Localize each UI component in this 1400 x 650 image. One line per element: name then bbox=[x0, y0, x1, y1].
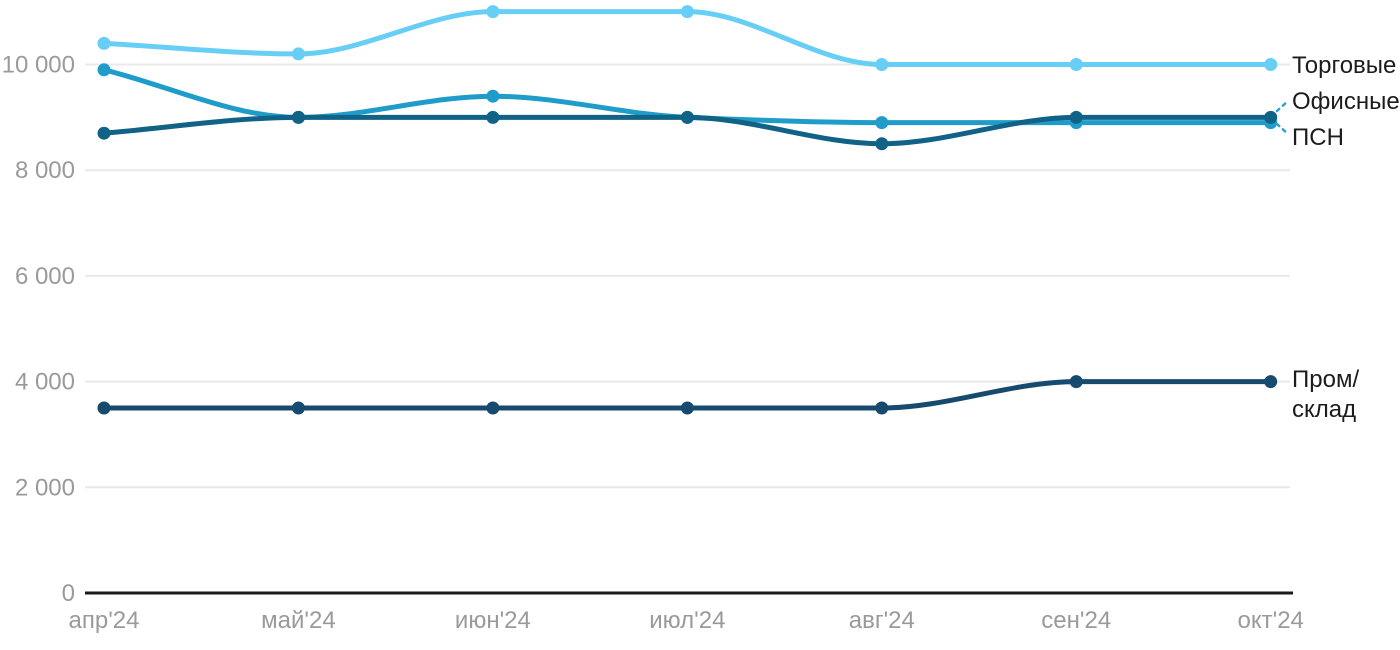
x-tick-label: июл'24 bbox=[649, 607, 725, 634]
y-tick-label: 10 000 bbox=[2, 52, 75, 79]
data-point-s3-4[interactable] bbox=[875, 401, 889, 415]
data-point-s3-0[interactable] bbox=[97, 401, 111, 415]
data-point-s0-6[interactable] bbox=[1264, 58, 1278, 71]
data-point-s2-5[interactable] bbox=[1069, 110, 1083, 124]
data-point-s1-2[interactable] bbox=[486, 89, 500, 103]
data-point-s3-3[interactable] bbox=[680, 401, 694, 415]
y-tick-label: 4 000 bbox=[15, 369, 75, 396]
data-point-s2-3[interactable] bbox=[680, 110, 694, 124]
data-point-s2-2[interactable] bbox=[486, 110, 500, 124]
data-point-s0-1[interactable] bbox=[291, 47, 305, 61]
data-point-s2-4[interactable] bbox=[875, 137, 889, 151]
y-tick-label: 0 bbox=[62, 580, 75, 607]
series-label-psn: ПСН bbox=[1292, 124, 1344, 151]
series-label-torgovye: Торговые bbox=[1292, 52, 1397, 79]
leader-ofisnye bbox=[1275, 99, 1290, 113]
x-tick-label: июн'24 bbox=[455, 607, 531, 634]
data-point-s3-5[interactable] bbox=[1069, 375, 1083, 389]
x-tick-label: окт'24 bbox=[1238, 607, 1304, 634]
data-point-s3-2[interactable] bbox=[486, 401, 500, 415]
data-point-s2-0[interactable] bbox=[97, 126, 111, 140]
data-point-s0-4[interactable] bbox=[875, 58, 889, 71]
x-tick-label: сен'24 bbox=[1041, 607, 1111, 634]
series-label-ofisnye: Офисные bbox=[1292, 88, 1400, 115]
data-point-s3-1[interactable] bbox=[291, 401, 305, 415]
data-point-s1-0[interactable] bbox=[97, 63, 111, 77]
leader-psn bbox=[1275, 122, 1290, 136]
data-point-s3-6[interactable] bbox=[1264, 375, 1278, 389]
x-tick-label: апр'24 bbox=[69, 607, 140, 634]
data-point-s1-4[interactable] bbox=[875, 116, 889, 130]
data-point-s0-5[interactable] bbox=[1069, 58, 1083, 71]
data-point-s2-1[interactable] bbox=[291, 110, 305, 124]
x-tick-label: май'24 bbox=[261, 607, 336, 634]
data-point-s2-6[interactable] bbox=[1264, 110, 1278, 124]
series-label-prom-sklad: Пром/ склад bbox=[1292, 366, 1360, 423]
data-point-s0-3[interactable] bbox=[680, 5, 694, 19]
series-line-0 bbox=[101, 9, 1274, 68]
data-point-s0-0[interactable] bbox=[97, 36, 111, 50]
data-point-s0-2[interactable] bbox=[486, 5, 500, 19]
y-tick-label: 8 000 bbox=[15, 157, 75, 184]
y-tick-label: 6 000 bbox=[15, 263, 75, 290]
x-tick-label: авг'24 bbox=[849, 607, 915, 634]
y-tick-label: 2 000 bbox=[15, 474, 75, 501]
